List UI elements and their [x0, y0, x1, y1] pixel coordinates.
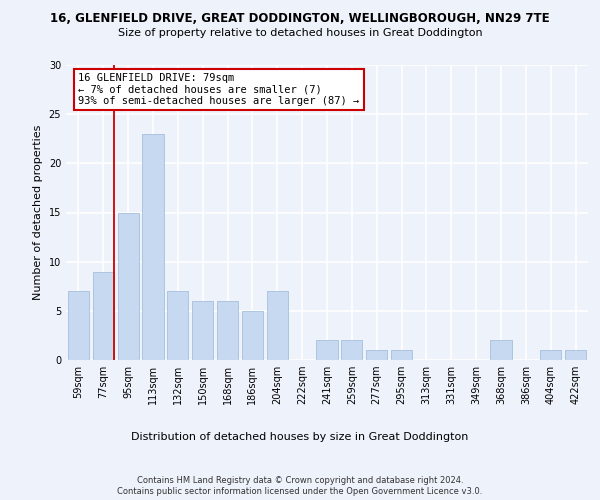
Bar [242, 311, 263, 360]
Bar [217, 301, 238, 360]
Bar [490, 340, 512, 360]
Bar [540, 350, 561, 360]
Text: Distribution of detached houses by size in Great Doddington: Distribution of detached houses by size … [131, 432, 469, 442]
Text: Contains public sector information licensed under the Open Government Licence v3: Contains public sector information licen… [118, 488, 482, 496]
Text: Contains HM Land Registry data © Crown copyright and database right 2024.: Contains HM Land Registry data © Crown c… [137, 476, 463, 485]
Bar [142, 134, 164, 360]
Text: 16, GLENFIELD DRIVE, GREAT DODDINGTON, WELLINGBOROUGH, NN29 7TE: 16, GLENFIELD DRIVE, GREAT DODDINGTON, W… [50, 12, 550, 26]
Y-axis label: Number of detached properties: Number of detached properties [33, 125, 43, 300]
Bar [192, 301, 213, 360]
Bar [341, 340, 362, 360]
Bar [68, 291, 89, 360]
Bar [93, 272, 114, 360]
Text: Size of property relative to detached houses in Great Doddington: Size of property relative to detached ho… [118, 28, 482, 38]
Bar [316, 340, 338, 360]
Text: 16 GLENFIELD DRIVE: 79sqm
← 7% of detached houses are smaller (7)
93% of semi-de: 16 GLENFIELD DRIVE: 79sqm ← 7% of detach… [79, 73, 359, 106]
Bar [565, 350, 586, 360]
Bar [118, 212, 139, 360]
Bar [267, 291, 288, 360]
Bar [167, 291, 188, 360]
Bar [366, 350, 387, 360]
Bar [391, 350, 412, 360]
